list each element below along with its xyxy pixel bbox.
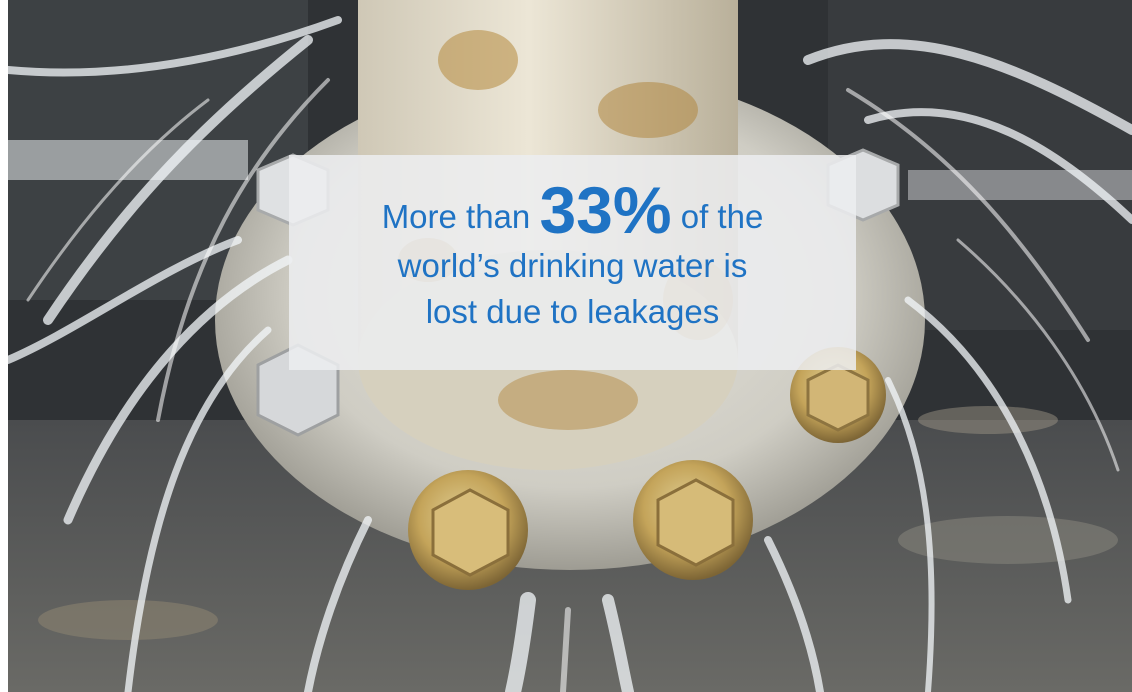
caption-line-1: More than 33% of the (289, 177, 856, 243)
statistic-caption-panel: More than 33% of the world’s drinking wa… (289, 155, 856, 370)
caption-prefix: More than (381, 198, 531, 235)
caption-highlight-percent: 33% (539, 173, 672, 247)
caption-line-2: world’s drinking water is (397, 247, 748, 284)
caption-suffix: of the (680, 198, 764, 235)
caption-line-3: lost due to leakages (425, 293, 720, 330)
